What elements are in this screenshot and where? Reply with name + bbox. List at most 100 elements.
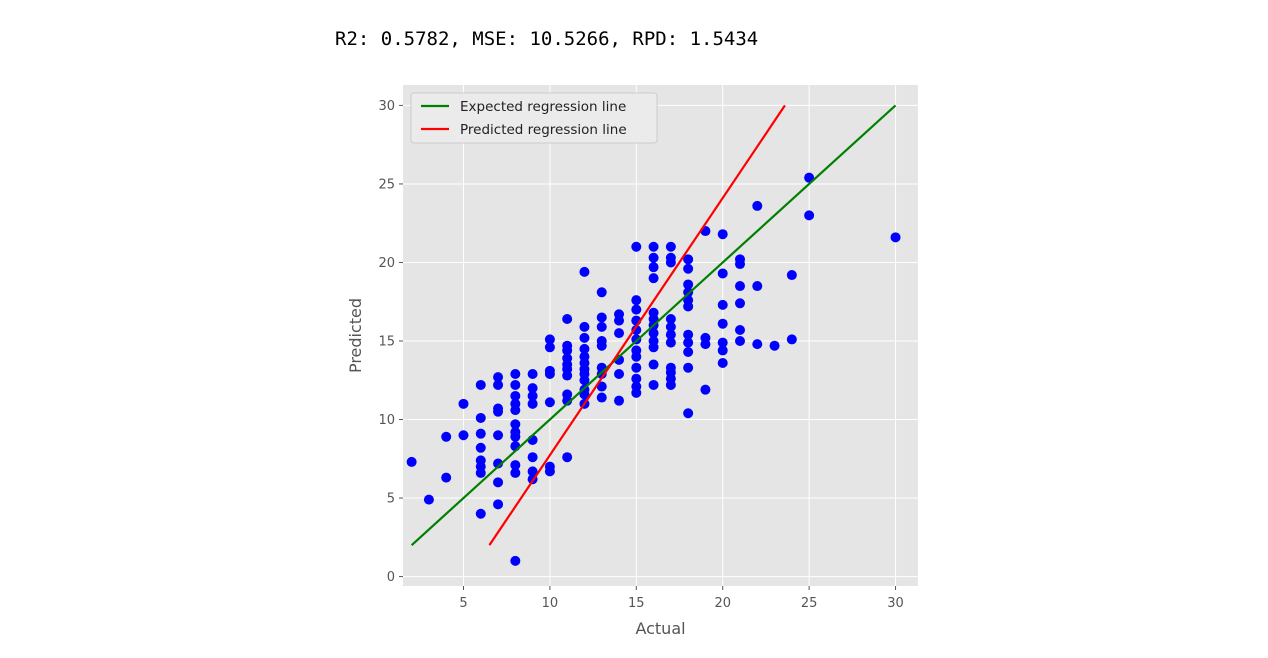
scatter-point	[510, 427, 521, 438]
scatter-point	[614, 368, 625, 379]
scatter-point	[510, 555, 521, 566]
scatter-point	[631, 241, 642, 252]
scatter-point	[510, 467, 521, 478]
y-tick-label: 20	[378, 256, 395, 271]
scatter-point	[510, 368, 521, 379]
scatter-point	[510, 379, 521, 390]
scatter-point	[890, 232, 901, 243]
scatter-point	[665, 321, 676, 332]
scatter-point	[683, 263, 694, 274]
scatter-point	[527, 390, 538, 401]
scatter-point	[579, 321, 590, 332]
y-axis-label: Predicted	[346, 298, 365, 373]
legend: Expected regression line Predicted regres…	[410, 92, 658, 144]
scatter-point	[441, 431, 452, 442]
metrics-text: R2: 0.5782, MSE: 10.5266, RPD: 1.5434	[335, 28, 759, 50]
axis-ticks: 5 10 15 20 25 30 0 5 10 15 20 25 30	[378, 99, 903, 611]
scatter-point	[544, 334, 555, 345]
scatter-point	[717, 299, 728, 310]
scatter-point	[493, 477, 504, 488]
scatter-point	[527, 398, 538, 409]
scatter-point	[510, 419, 521, 430]
scatter-point	[665, 329, 676, 340]
scatter-point	[631, 325, 642, 336]
legend-label: Expected regression line	[460, 99, 626, 115]
scatter-point	[734, 325, 745, 336]
legend-box	[410, 92, 658, 144]
scatter-point	[752, 281, 763, 292]
y-tick-label: 10	[378, 413, 395, 428]
scatter-point	[752, 339, 763, 350]
scatter-point	[683, 254, 694, 265]
scatter-point	[475, 428, 486, 439]
scatter-point	[665, 314, 676, 325]
scatter-point	[683, 329, 694, 340]
scatter-point	[544, 461, 555, 472]
scatter-point	[614, 309, 625, 320]
scatter-point	[648, 359, 659, 370]
scatter-point	[562, 389, 573, 400]
scatter-point	[683, 295, 694, 306]
scatter-point	[562, 353, 573, 364]
scatter-point	[579, 266, 590, 277]
scatter-point	[544, 342, 555, 353]
plot-area	[403, 85, 918, 586]
scatter-point	[579, 343, 590, 354]
x-tick-label: 30	[887, 596, 904, 611]
scatter-point	[648, 262, 659, 273]
scatter-point	[717, 229, 728, 240]
scatter-point	[493, 458, 504, 469]
y-tick-label: 0	[387, 570, 395, 585]
scatter-point	[596, 381, 607, 392]
scatter-point	[493, 499, 504, 510]
x-axis-label: Actual	[635, 619, 685, 638]
scatter-point	[510, 460, 521, 471]
scatter-point	[527, 368, 538, 379]
scatter-point	[493, 430, 504, 441]
scatter-point	[527, 452, 538, 463]
scatter-point	[648, 328, 659, 339]
scatter-point	[631, 345, 642, 356]
scatter-point	[717, 318, 728, 329]
x-tick-label: 5	[459, 596, 467, 611]
scatter-point	[562, 452, 573, 463]
x-tick-label: 25	[801, 596, 818, 611]
scatter-point	[648, 273, 659, 284]
scatter-point	[614, 395, 625, 406]
scatter-point	[683, 408, 694, 419]
scatter-point	[717, 357, 728, 368]
scatter-point	[700, 384, 711, 395]
regression-line	[410, 104, 897, 546]
scatter-point	[665, 337, 676, 348]
scatter-point	[631, 373, 642, 384]
scatter-point	[475, 455, 486, 466]
scatter-point	[648, 307, 659, 318]
scatter-point	[527, 466, 538, 477]
scatter-point	[527, 383, 538, 394]
scatter-point	[804, 172, 815, 183]
scatter-point	[579, 332, 590, 343]
scatter-point	[769, 340, 780, 351]
scatter-point	[510, 390, 521, 401]
scatter-point	[458, 398, 469, 409]
scatter-point	[475, 508, 486, 519]
scatter-point	[665, 362, 676, 373]
regression-lines	[410, 104, 897, 546]
y-tick-label: 15	[378, 334, 395, 349]
scatter-point	[614, 328, 625, 339]
scatter-point	[648, 379, 659, 390]
scatter-point	[596, 335, 607, 346]
scatter-point	[493, 403, 504, 414]
scatter-point	[458, 430, 469, 441]
x-tick-label: 20	[714, 596, 731, 611]
scatter-point	[665, 252, 676, 263]
scatter-point	[475, 379, 486, 390]
scatter-point	[562, 340, 573, 351]
scatter-point	[717, 337, 728, 348]
scatter-point	[683, 279, 694, 290]
scatter-point	[631, 362, 642, 373]
scatter-point	[596, 321, 607, 332]
scatter-point	[579, 351, 590, 362]
scatter-point	[717, 345, 728, 356]
